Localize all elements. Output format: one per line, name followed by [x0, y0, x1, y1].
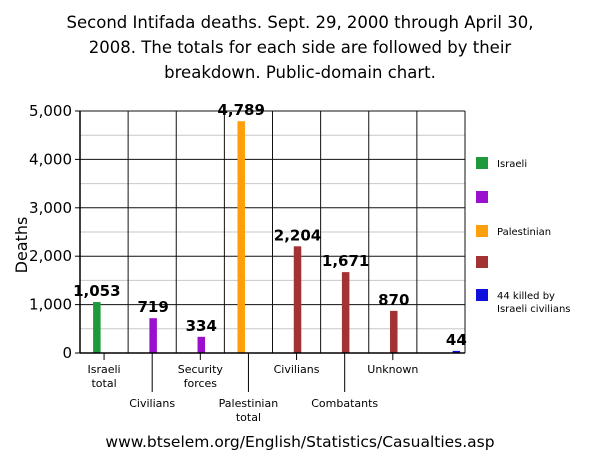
legend-label: Palestinian	[497, 227, 551, 238]
bar	[390, 310, 398, 353]
bar-chart: 0 1,000 2,000 3,000 4,000 5,000 1,053 719 334 4,…	[12, 101, 571, 424]
data-label: 719	[137, 298, 168, 316]
legend-swatch	[476, 191, 488, 203]
category-label: Civilians	[274, 363, 320, 376]
legend-label-line: Palestinian	[497, 227, 551, 238]
category-label-line: forces	[184, 377, 218, 390]
category-label: Unknown	[367, 363, 418, 376]
legend-label-line: Israeli	[497, 159, 527, 170]
category-label-line: Unknown	[367, 363, 418, 376]
data-label: 2,204	[274, 226, 321, 244]
category-label-line: total	[91, 377, 116, 390]
legend-swatch	[476, 256, 488, 268]
vertical-gridlines	[127, 111, 466, 353]
category-label-line: Civilians	[129, 397, 175, 410]
bar	[93, 302, 101, 353]
bar	[341, 272, 350, 353]
bar	[452, 350, 461, 353]
chart-title: Second Intifada deaths. Sept. 29, 2000 t…	[66, 13, 534, 82]
data-label: 334	[186, 317, 217, 335]
category-label: Israeli total	[88, 363, 121, 390]
legend-label-line: 44 killed by	[497, 291, 555, 302]
source-url: www.btselem.org/English/Statistics/Casua…	[105, 433, 495, 451]
bar	[293, 246, 302, 353]
category-label-line: Combatants	[311, 397, 378, 410]
y-tick-label: 5,000	[29, 102, 72, 120]
legend-label-line: Israeli civilians	[497, 304, 571, 315]
y-tick-label: 2,000	[29, 247, 72, 265]
category-label-line: Palestinian	[219, 397, 279, 410]
category-label-line: total	[236, 411, 261, 424]
category-label: Civilians	[129, 397, 175, 410]
legend: Israeli Palestinian 44 killed by Israeli ci…	[476, 157, 571, 315]
category-label: Palestinian total	[219, 397, 279, 424]
bar	[237, 121, 245, 353]
legend-label: 44 killed by Israeli civilians	[497, 291, 571, 315]
category-label: Security forces	[178, 363, 224, 390]
legend-swatch	[476, 157, 488, 169]
bar	[197, 336, 206, 353]
bars	[93, 121, 461, 353]
category-label: Combatants	[311, 397, 378, 410]
data-label: 4,789	[217, 101, 264, 119]
y-axis-label: Deaths	[12, 217, 31, 274]
bar	[149, 318, 157, 353]
y-tick-label: 3,000	[29, 199, 72, 217]
legend-label: Israeli	[497, 159, 527, 170]
category-label-line: Israeli	[88, 363, 121, 376]
y-tick-label: 0	[62, 344, 72, 362]
y-tick-label: 1,000	[29, 296, 72, 314]
data-label: 1,053	[73, 282, 120, 300]
data-label: 44	[446, 331, 467, 349]
axes	[75, 110, 465, 392]
legend-swatch	[476, 225, 488, 237]
category-label-line: Civilians	[274, 363, 320, 376]
data-label: 870	[378, 291, 409, 309]
y-tick-label: 4,000	[29, 150, 72, 168]
data-label: 1,671	[322, 252, 369, 270]
category-label-line: Security	[178, 363, 224, 376]
y-tick-labels: 0 1,000 2,000 3,000 4,000 5,000	[29, 102, 72, 362]
legend-swatch	[476, 289, 488, 301]
